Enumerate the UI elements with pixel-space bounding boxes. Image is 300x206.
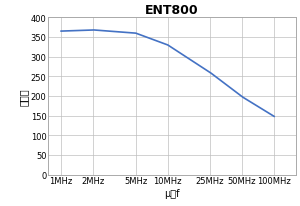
Y-axis label: 磁導率: 磁導率 xyxy=(19,88,29,105)
Title: ENT800: ENT800 xyxy=(145,4,199,17)
X-axis label: μ－f: μ－f xyxy=(164,188,180,198)
